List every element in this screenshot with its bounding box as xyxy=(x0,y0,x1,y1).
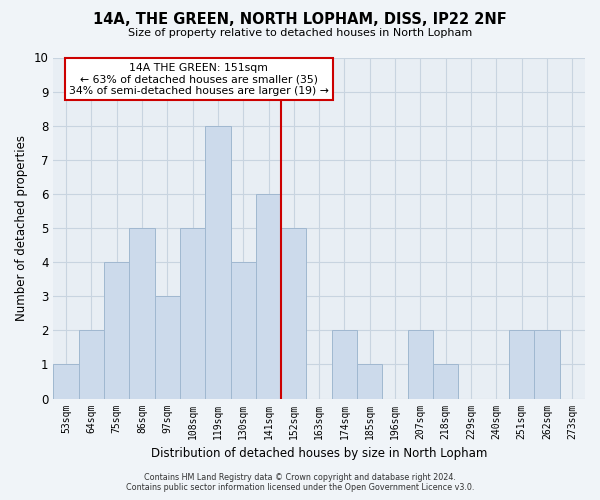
Text: 14A THE GREEN: 151sqm
← 63% of detached houses are smaller (35)
34% of semi-deta: 14A THE GREEN: 151sqm ← 63% of detached … xyxy=(69,62,329,96)
Bar xyxy=(230,262,256,398)
Bar xyxy=(155,296,180,398)
Bar xyxy=(357,364,382,398)
Text: Size of property relative to detached houses in North Lopham: Size of property relative to detached ho… xyxy=(128,28,472,38)
Bar xyxy=(53,364,79,398)
Bar xyxy=(408,330,433,398)
Bar xyxy=(256,194,281,398)
Bar xyxy=(509,330,535,398)
Bar xyxy=(79,330,104,398)
Bar xyxy=(180,228,205,398)
Text: Contains HM Land Registry data © Crown copyright and database right 2024.
Contai: Contains HM Land Registry data © Crown c… xyxy=(126,473,474,492)
Bar xyxy=(281,228,307,398)
Bar xyxy=(129,228,155,398)
X-axis label: Distribution of detached houses by size in North Lopham: Distribution of detached houses by size … xyxy=(151,447,487,460)
Text: 14A, THE GREEN, NORTH LOPHAM, DISS, IP22 2NF: 14A, THE GREEN, NORTH LOPHAM, DISS, IP22… xyxy=(93,12,507,28)
Bar xyxy=(205,126,230,398)
Bar xyxy=(433,364,458,398)
Bar xyxy=(535,330,560,398)
Y-axis label: Number of detached properties: Number of detached properties xyxy=(15,135,28,321)
Bar xyxy=(332,330,357,398)
Bar xyxy=(104,262,129,398)
